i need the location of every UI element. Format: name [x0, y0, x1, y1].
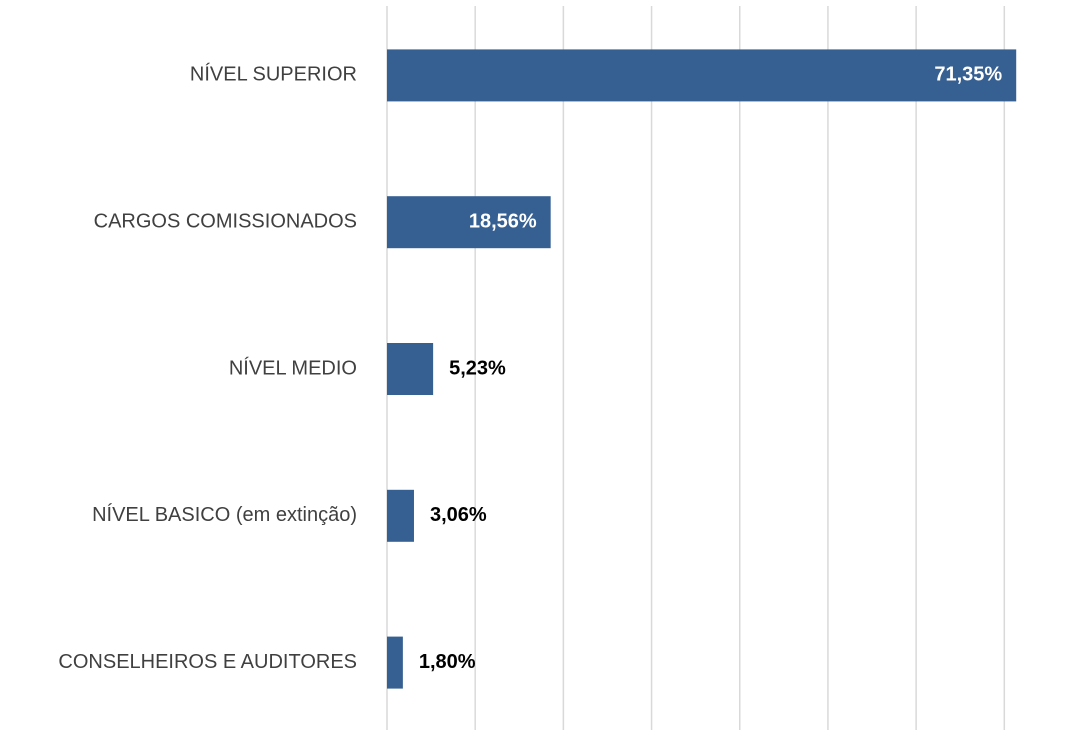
category-label: NÍVEL MEDIO — [229, 356, 357, 379]
bar — [387, 196, 551, 249]
value-label: 1,80% — [419, 651, 476, 673]
bar — [387, 343, 434, 395]
value-label: 71,35% — [934, 64, 1002, 86]
bar — [387, 49, 1017, 102]
category-label: NÍVEL SUPERIOR — [190, 63, 357, 86]
value-label: 18,56% — [469, 210, 537, 232]
value-label: 3,06% — [430, 504, 487, 526]
category-label: CARGOS COMISSIONADOS — [94, 210, 357, 232]
category-label: NÍVEL BASICO (em extinção) — [92, 503, 357, 526]
bar — [387, 636, 403, 689]
category-label: CONSELHEIROS E AUDITORES — [58, 651, 357, 673]
bar — [387, 489, 414, 542]
value-label: 5,23% — [449, 357, 506, 379]
